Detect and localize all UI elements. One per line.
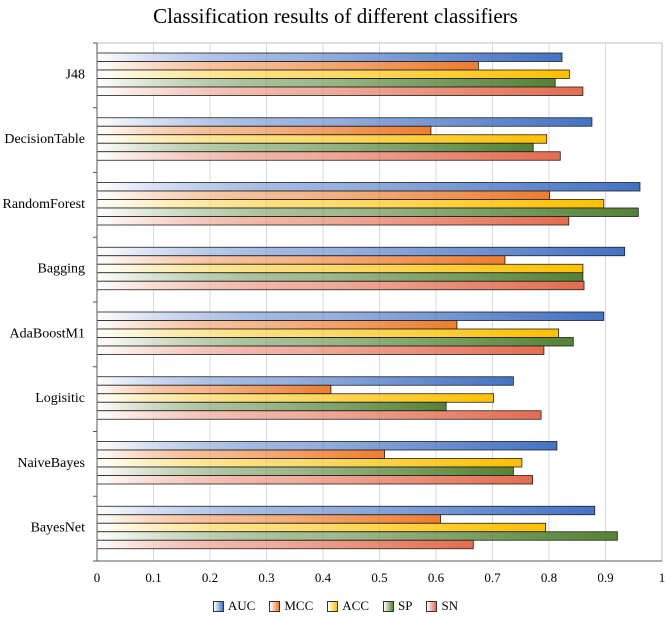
legend-label: SP [398, 598, 413, 613]
category-label: BayesNet [31, 521, 86, 536]
bar-mcc-logisitic [96, 384, 332, 395]
bar-mcc-decisiontable [96, 125, 432, 136]
category-label: DecisionTable [4, 132, 85, 147]
bar-sn-bagging [96, 280, 585, 291]
bar-auc-randomforest [96, 182, 641, 192]
chart-title: Classification results of different clas… [153, 4, 518, 28]
legend-item-sp: SP [383, 598, 412, 614]
x-tick-label: 0.8 [541, 570, 557, 585]
legend-item-sn: SN [426, 598, 458, 614]
bar-sn-adaboostm1 [96, 345, 545, 355]
bar-auc-bayesnet [96, 505, 596, 516]
x-tick-label: 1 [659, 570, 666, 585]
bar-mcc-naivebayes [96, 449, 385, 459]
bar-sp-bayesnet [96, 531, 618, 541]
x-tick-label: 0.4 [315, 570, 332, 585]
legend-item-auc: AUC [212, 598, 256, 614]
bar-mcc-randomforest [96, 190, 550, 200]
bar-sp-adaboostm1 [96, 337, 574, 347]
category-label: Logisitic [35, 391, 85, 406]
bar-acc-randomforest [96, 199, 605, 209]
bar-auc-decisiontable [96, 117, 593, 127]
bar-auc-bagging [96, 246, 626, 257]
chart-legend: AUC MCC ACC SP SN [0, 598, 671, 614]
bar-sp-randomforest [96, 207, 639, 217]
legend-swatch [383, 600, 394, 612]
bar-acc-bagging [96, 263, 584, 274]
bar-mcc-bagging [96, 255, 506, 265]
bar-sp-j48 [96, 78, 556, 88]
legend-swatch [212, 600, 224, 612]
bar-sn-logisitic [96, 410, 542, 420]
legend-label: MCC [284, 598, 314, 613]
bar-sp-naivebayes [96, 466, 514, 476]
category-label: RandomForest [3, 197, 86, 212]
bar-sp-decisiontable [96, 142, 534, 153]
x-tick-label: 0.6 [428, 570, 445, 585]
bar-acc-logisitic [96, 393, 495, 403]
bar-acc-decisiontable [96, 134, 548, 144]
legend-swatch [327, 600, 339, 612]
bar-mcc-adaboostm1 [96, 320, 458, 330]
x-tick-label: 0 [94, 570, 101, 585]
bar-auc-naivebayes [96, 441, 558, 451]
x-tick-label: 0.7 [484, 570, 501, 585]
x-tick-label: 0.5 [371, 570, 387, 585]
bar-sn-randomforest [96, 216, 570, 226]
bar-mcc-bayesnet [96, 514, 441, 524]
bar-auc-j48 [96, 52, 563, 62]
x-tick-label: 0.1 [145, 570, 161, 585]
legend-label: AUC [227, 598, 256, 613]
legend-item-acc: ACC [327, 598, 369, 614]
legend-label: ACC [342, 598, 369, 613]
bar-acc-j48 [96, 69, 570, 79]
bar-acc-adaboostm1 [96, 328, 560, 338]
bar-acc-bayesnet [96, 522, 547, 533]
bar-auc-logisitic [96, 376, 514, 386]
category-label: J48 [66, 67, 85, 82]
bar-sn-naivebayes [96, 475, 534, 485]
category-label: NaiveBayes [17, 456, 85, 471]
bar-sp-bagging [96, 272, 584, 282]
category-label: Bagging [38, 262, 85, 277]
legend-label: SN [441, 598, 459, 613]
bar-auc-adaboostm1 [96, 311, 605, 321]
bar-sn-bayesnet [96, 539, 474, 550]
legend-item-mcc: MCC [269, 598, 313, 614]
bar-mcc-j48 [96, 61, 479, 71]
bar-sp-logisitic [96, 401, 447, 412]
category-label: AdaBoostM1 [10, 326, 85, 341]
legend-swatch [426, 600, 438, 612]
bar-acc-naivebayes [96, 458, 523, 468]
legend-swatch [269, 600, 281, 612]
x-tick-label: 0.9 [597, 570, 613, 585]
bar-sn-j48 [96, 86, 584, 96]
x-tick-label: 0.2 [202, 570, 218, 585]
bar-sn-decisiontable [96, 151, 561, 161]
x-tick-label: 0.3 [258, 570, 274, 585]
